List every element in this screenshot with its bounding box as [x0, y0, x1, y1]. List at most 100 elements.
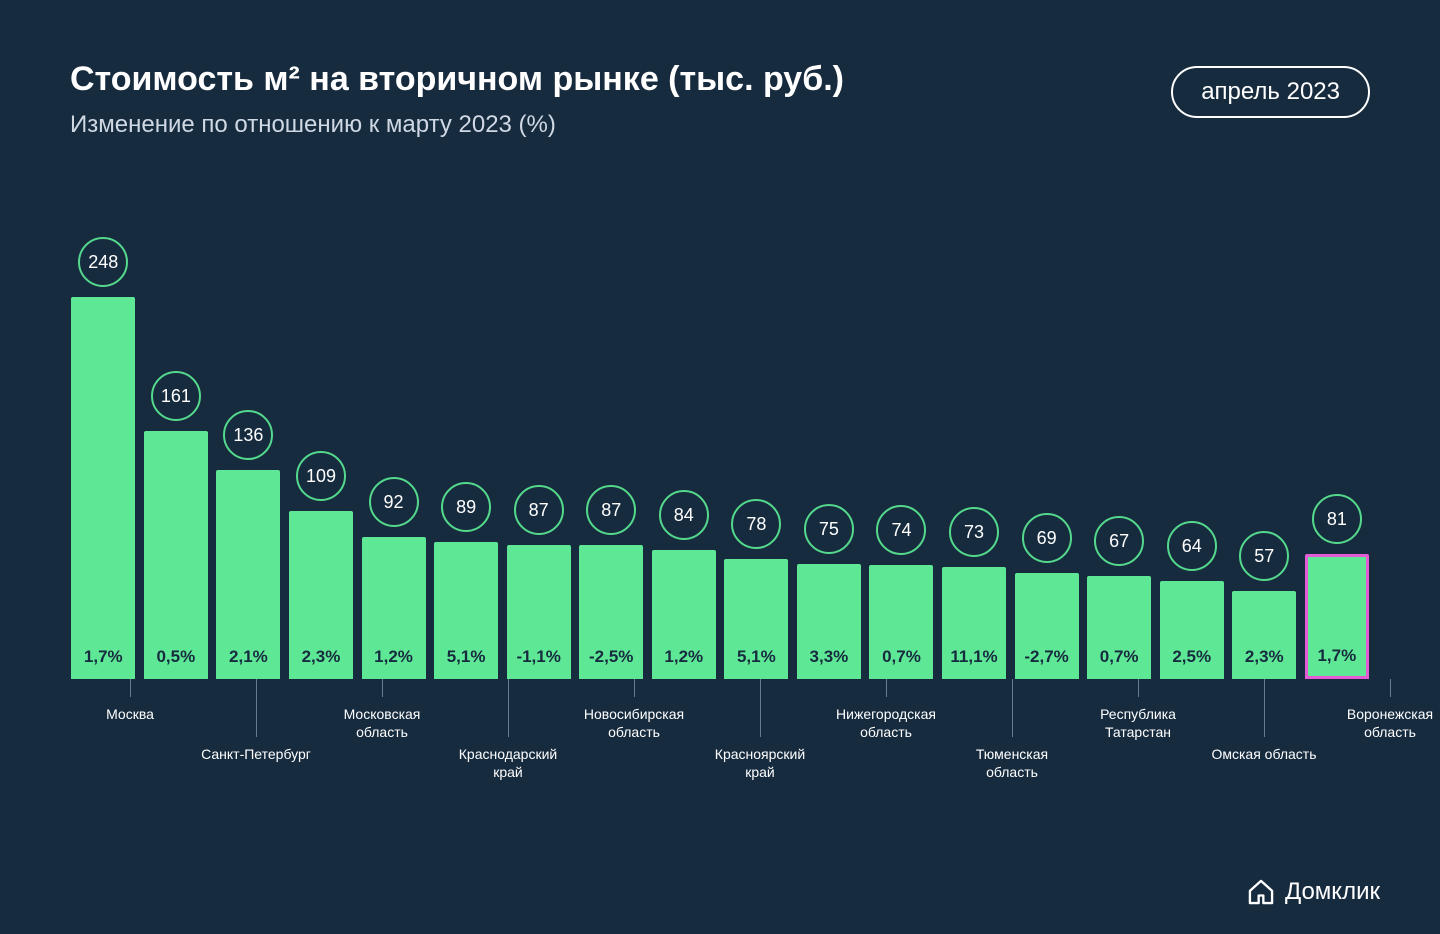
- bar: 5,1%: [434, 542, 498, 679]
- pct-label: 0,7%: [1089, 639, 1149, 677]
- bar-slot: 109 2,3%: [288, 209, 355, 679]
- chart-title: Стоимость м² на вторичном рынке (тыс. ру…: [70, 60, 1171, 99]
- pct-label: 11,1%: [944, 639, 1004, 677]
- chart-subtitle: Изменение по отношению к марту 2023 (%): [70, 111, 1171, 139]
- value-circle: 67: [1094, 516, 1144, 566]
- tick-line: [130, 679, 131, 697]
- bar-slot: 921,2%: [360, 209, 427, 679]
- tick-line: [1264, 679, 1265, 737]
- tick-line: [1138, 679, 1139, 697]
- bar: -2,5%: [579, 545, 643, 679]
- tick-slot: Тюменская область: [952, 679, 1072, 829]
- value-circle: 73: [949, 507, 999, 557]
- value-circle: 84: [659, 490, 709, 540]
- tick-slot: Республика Татарстан: [1078, 679, 1198, 829]
- pct-label: 2,1%: [218, 639, 278, 677]
- value-circle: 75: [804, 504, 854, 554]
- pct-label: -2,5%: [581, 639, 641, 677]
- tick-label: Санкт-Петербург: [196, 745, 316, 763]
- ticks-row: МоскваСанкт-ПетербургМосковская областьК…: [70, 679, 1370, 829]
- tick-slot: Санкт-Петербург: [196, 679, 316, 829]
- pct-label: 3,3%: [799, 639, 859, 677]
- bar-slot: 161 0,5%: [143, 209, 210, 679]
- tick-label: Нижегородская область: [826, 705, 946, 741]
- tick-label: Московская область: [322, 705, 442, 741]
- tick-line: [634, 679, 635, 697]
- pct-label: 0,5%: [146, 639, 206, 677]
- tick-line: [382, 679, 383, 697]
- pct-label: -2,7%: [1017, 639, 1077, 677]
- bar-slot: 84 1,2%: [651, 209, 718, 679]
- pct-label: 2,5%: [1162, 639, 1222, 677]
- tick-line: [256, 679, 257, 737]
- value-circle: 248: [78, 237, 128, 287]
- bar: 2,1%: [216, 470, 280, 679]
- tick-label: Москва: [70, 705, 190, 723]
- header: Стоимость м² на вторичном рынке (тыс. ру…: [70, 60, 1370, 139]
- value-circle: 81: [1312, 494, 1362, 544]
- tick-label: Республика Татарстан: [1078, 705, 1198, 741]
- bar-slot: 89 5,1%: [433, 209, 500, 679]
- bar: 1,2%: [652, 550, 716, 679]
- pct-label: 2,3%: [1234, 639, 1294, 677]
- tick-slot: Красноярский край: [700, 679, 820, 829]
- tick-line: [1390, 679, 1391, 697]
- tick-slot: Московская область: [322, 679, 442, 829]
- bars-row: 2481,7%1610,5%1362,1%1092,3%921,2%895,1%…: [70, 209, 1370, 679]
- pct-label: 2,3%: [291, 639, 351, 677]
- tick-label: Воронежская область: [1330, 705, 1440, 741]
- pct-label: 5,1%: [436, 639, 496, 677]
- chart-container: Стоимость м² на вторичном рынке (тыс. ру…: [0, 0, 1440, 934]
- tick-line: [1012, 679, 1013, 737]
- value-circle: 87: [586, 485, 636, 535]
- bar-slot: 87 -2,5%: [578, 209, 645, 679]
- tick-label: Красноярский край: [700, 745, 820, 781]
- tick-line: [508, 679, 509, 737]
- pct-label: 1,7%: [73, 639, 133, 677]
- value-circle: 74: [876, 505, 926, 555]
- tick-slot: Москва: [70, 679, 190, 829]
- bar-highlight: 1,7%: [1305, 554, 1369, 679]
- value-circle: 136: [223, 410, 273, 460]
- pct-label: 1,7%: [1308, 638, 1366, 676]
- bar-slot: 87-1,1%: [505, 209, 572, 679]
- tick-slot: Новосибирская область: [574, 679, 694, 829]
- bar: -1,1%: [507, 545, 571, 679]
- tick-line: [886, 679, 887, 697]
- value-circle: 64: [1167, 521, 1217, 571]
- bar: 11,1%: [942, 567, 1006, 679]
- tick-line: [760, 679, 761, 737]
- tick-label: Тюменская область: [952, 745, 1072, 781]
- bar-slot: 67 0,7%: [1086, 209, 1153, 679]
- bar-chart: 2481,7%1610,5%1362,1%1092,3%921,2%895,1%…: [70, 209, 1370, 829]
- tick-slot: Краснодарский край: [448, 679, 568, 829]
- value-circle: 89: [441, 482, 491, 532]
- value-circle: 69: [1022, 513, 1072, 563]
- bar: 0,5%: [144, 431, 208, 679]
- pct-label: 1,2%: [654, 639, 714, 677]
- tick-slot: Воронежская область: [1330, 679, 1440, 829]
- tick-label: Омская область: [1204, 745, 1324, 763]
- bar-slot: 248 1,7%: [70, 209, 137, 679]
- brand-name: Домклик: [1285, 878, 1380, 906]
- bar-slot: 75 3,3%: [796, 209, 863, 679]
- bar: 5,1%: [724, 559, 788, 679]
- bar-slot: 57 2,3%: [1231, 209, 1298, 679]
- value-circle: 109: [296, 451, 346, 501]
- pct-label: 1,2%: [364, 639, 424, 677]
- value-circle: 78: [731, 499, 781, 549]
- brand-logo: Домклик: [1247, 878, 1380, 906]
- bar: 2,3%: [289, 511, 353, 679]
- bar-slot: 73 11,1%: [941, 209, 1008, 679]
- value-circle: 57: [1239, 531, 1289, 581]
- pct-label: 5,1%: [726, 639, 786, 677]
- bar-slot: 81 1,7%: [1304, 209, 1371, 679]
- bar-slot: 78 5,1%: [723, 209, 790, 679]
- bar-slot: 74 0,7%: [868, 209, 935, 679]
- value-circle: 161: [151, 371, 201, 421]
- date-badge: апрель 2023: [1171, 66, 1370, 118]
- bar: 2,5%: [1160, 581, 1224, 679]
- bar: 2,3%: [1232, 591, 1296, 679]
- bar-slot: 69 -2,7%: [1013, 209, 1080, 679]
- pct-label: 0,7%: [871, 639, 931, 677]
